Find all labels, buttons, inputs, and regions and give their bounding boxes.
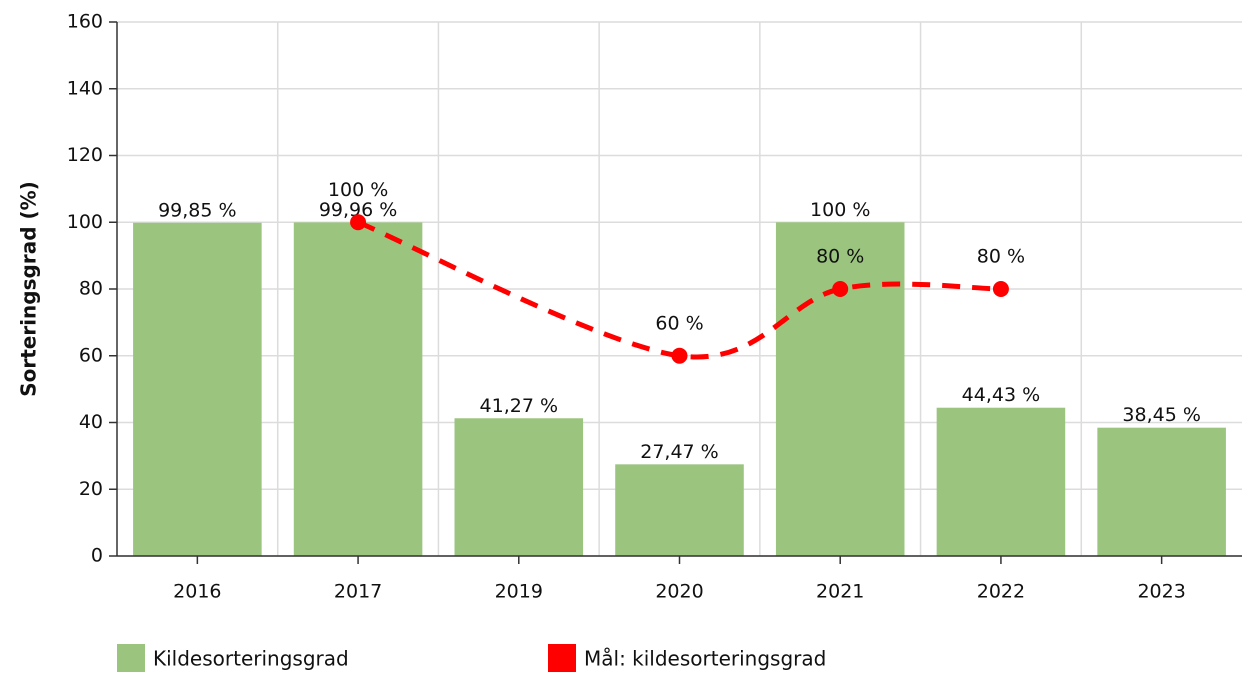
y-tick-label: 160	[67, 11, 103, 33]
legend-label: Mål: kildesorteringsgrad	[584, 647, 826, 671]
bar-value-label: 99,85 %	[158, 199, 237, 221]
legend-label: Kildesorteringsgrad	[153, 647, 349, 671]
y-tick-label: 120	[67, 144, 103, 166]
bar	[1097, 427, 1226, 556]
y-tick-label: 40	[79, 411, 103, 433]
bar	[133, 222, 262, 557]
x-tick-label: 2022	[977, 581, 1025, 603]
bar-value-label: 44,43 %	[962, 384, 1041, 406]
x-tick-label: 2019	[495, 581, 543, 603]
x-tick-label: 2023	[1137, 581, 1185, 603]
bar	[775, 222, 905, 556]
target-point	[992, 281, 1009, 297]
y-tick-label: 0	[91, 545, 103, 567]
target-point	[350, 214, 367, 231]
y-tick-label: 60	[79, 344, 103, 366]
bar-value-label: 99,96 %	[319, 199, 398, 221]
bar	[454, 418, 584, 556]
bar-value-label: 27,47 %	[640, 441, 719, 463]
line-value-label: 60 %	[655, 312, 703, 334]
line-value-label: 80 %	[977, 246, 1025, 268]
y-tick-label: 140	[67, 77, 103, 99]
target-line	[357, 219, 1001, 360]
legend-swatch	[548, 644, 576, 672]
bar-value-label: 38,45 %	[1122, 404, 1201, 426]
target-point	[671, 347, 688, 364]
bar	[293, 222, 423, 557]
y-tick-label: 80	[79, 278, 103, 300]
y-axis-label: Sorteringsgrad (%)	[17, 181, 41, 397]
y-tick-label: 20	[79, 478, 103, 500]
line-value-label: 100 %	[328, 179, 388, 201]
target-point	[832, 281, 849, 297]
legend-swatch	[117, 644, 145, 672]
bar-value-label: 100 %	[810, 199, 870, 221]
x-tick-label: 2021	[816, 581, 864, 603]
bar-value-label: 41,27 %	[480, 395, 559, 417]
x-tick-label: 2016	[173, 581, 221, 603]
bar	[936, 407, 1066, 556]
x-tick-label: 2017	[334, 581, 382, 603]
line-value-label: 80 %	[816, 246, 864, 268]
bar	[615, 464, 744, 556]
y-tick-label: 100	[67, 211, 103, 233]
x-tick-label: 2020	[655, 581, 703, 603]
